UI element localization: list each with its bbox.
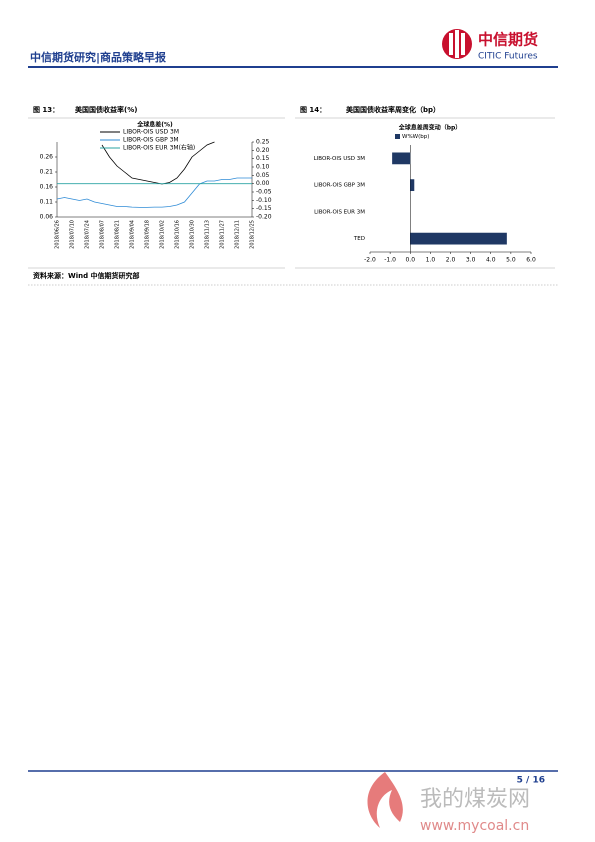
y-tick-label: LIBOR-OIS EUR 3M — [314, 209, 365, 215]
x-tick-label: 2.0 — [446, 257, 456, 264]
y2-tick-label: -0.20 — [256, 214, 272, 221]
series-line — [56, 177, 252, 208]
x-tick-label: 4.0 — [486, 257, 496, 264]
x-tick-label: -1.0 — [384, 257, 396, 264]
x-tick-label: 2018/09/04 — [130, 220, 136, 249]
figure-label: 图 14： — [300, 105, 326, 114]
header-title: 中信期货研究|商品策略早报 — [30, 50, 167, 64]
bar — [410, 232, 507, 245]
y-tick-label: 0.26 — [40, 154, 54, 161]
y-tick-label: LIBOR-OIS USD 3M — [314, 156, 366, 162]
y2-tick-label: 0.20 — [256, 147, 270, 154]
x-tick-label: 2018/08/07 — [100, 220, 106, 249]
x-tick-label: 2018/06/26 — [55, 220, 61, 249]
y-tick-label: LIBOR-OIS GBP 3M — [314, 183, 365, 189]
y2-tick-label: 0.00 — [256, 180, 270, 187]
y2-tick-label: 0.05 — [256, 172, 270, 179]
x-tick-label: 2018/12/25 — [250, 220, 256, 249]
x-tick-label: 2018/10/02 — [160, 220, 166, 249]
y2-tick-label: -0.15 — [256, 205, 272, 212]
y2-tick-label: -0.05 — [256, 189, 272, 196]
x-tick-label: 6.0 — [526, 257, 536, 264]
y2-tick-label: 0.25 — [256, 139, 270, 146]
series-line — [101, 141, 215, 185]
legend-label: W%W(bp) — [402, 134, 429, 140]
y2-tick-label: -0.10 — [256, 197, 272, 204]
x-tick-label: 1.0 — [426, 257, 436, 264]
x-tick-label: 2018/11/27 — [220, 220, 226, 249]
x-tick-label: 5.0 — [506, 257, 516, 264]
figure-label: 图 13： — [33, 105, 59, 114]
source: 资料来源：Wind 中信期货研究部 — [33, 271, 140, 280]
x-tick-label: 3.0 — [466, 257, 476, 264]
logo-en: CITIC Futures — [478, 52, 538, 62]
watermark-icon — [367, 772, 403, 828]
chart-title: 全球息差周变动（bp） — [398, 124, 462, 132]
page-number: 5 / 16 — [517, 776, 545, 786]
y2-tick-label: 0.15 — [256, 155, 270, 162]
y-tick-label: 0.16 — [40, 184, 54, 191]
bar — [392, 152, 411, 165]
watermark-text: 我的煤炭网 — [420, 787, 530, 812]
logo-cn: 中信期货 — [478, 31, 538, 49]
y-tick-label: 0.11 — [40, 199, 54, 206]
x-tick-label: 2018/11/13 — [205, 220, 211, 249]
x-tick-label: 2018/10/30 — [190, 220, 196, 249]
x-tick-label: 0.0 — [405, 257, 415, 264]
x-tick-label: 2018/12/11 — [235, 220, 241, 249]
legend-label: LIBOR-OIS EUR 3M(右轴) — [123, 144, 195, 152]
logo — [442, 29, 472, 59]
x-tick-label: 2018/09/18 — [145, 220, 151, 249]
x-tick-label: 2018/07/24 — [85, 220, 91, 249]
figure-caption: 美国国债收益率周变化（bp） — [346, 105, 440, 114]
legend-label: LIBOR-OIS USD 3M — [123, 129, 179, 136]
x-tick-label: 2018/08/21 — [115, 220, 121, 249]
figure-caption: 美国国债收益率(%) — [75, 105, 137, 114]
y-tick-label: 0.21 — [40, 169, 54, 176]
legend-swatch — [395, 134, 400, 139]
bar — [410, 179, 415, 192]
y-tick-label: 0.06 — [40, 214, 54, 221]
y-tick-label: TED — [353, 236, 365, 242]
x-tick-label: 2018/07/10 — [70, 220, 76, 249]
x-tick-label: 2018/10/16 — [175, 220, 181, 249]
x-tick-label: -2.0 — [364, 257, 376, 264]
legend-label: LIBOR-OIS GBP 3M — [123, 137, 179, 144]
y2-tick-label: 0.10 — [256, 164, 270, 171]
chart-title: 全球息差(%) — [136, 121, 173, 129]
watermark-url: www.mycoal.cn — [420, 818, 529, 834]
